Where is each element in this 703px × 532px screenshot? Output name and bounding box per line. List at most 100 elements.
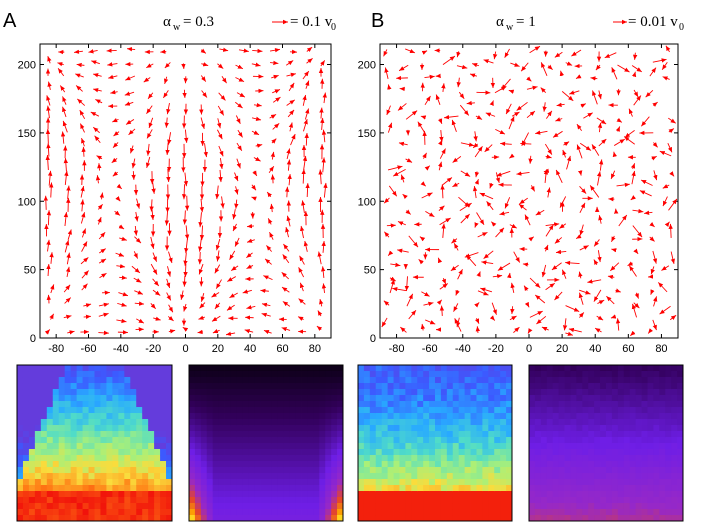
velocity-arrow-a [64,170,69,186]
heatmap-cell [506,377,513,384]
velocity-arrow-b [555,117,563,122]
heatmap-cell [94,491,101,498]
heatmap-cell [671,383,678,390]
heatmap-cell [154,509,161,516]
heatmap-cell [500,419,507,426]
velocity-arrow-b [469,73,477,78]
heatmap-cell [260,473,267,480]
heatmap-cell [17,407,24,414]
heatmap-cell [375,365,383,372]
heatmap-cell [358,413,365,420]
heatmap-cell [82,449,89,456]
heatmap-cell [100,365,107,372]
heatmap-cell [582,455,589,462]
velocity-arrow-b [652,142,658,148]
heatmap-cell [665,473,672,480]
heatmap-cell [22,419,30,426]
heatmap-frame [16,364,173,522]
heatmap-cell [558,491,565,498]
heatmap-cell [653,437,660,444]
heatmap-cell [641,443,648,450]
heatmap-cell [470,437,477,444]
heatmap-cell [136,401,143,408]
velocity-arrow-b [669,171,675,177]
heatmap-cell [452,455,460,462]
heatmap-cell [617,503,625,510]
heatmap-cell [22,425,30,432]
heatmap-cell [200,497,208,504]
velocity-arrow-b [659,305,671,315]
heatmap-cell [130,467,137,474]
heatmap-cell [112,431,119,438]
heatmap-cell [363,383,371,390]
heatmap-cell [313,377,320,384]
heatmap-cell [100,437,107,444]
heatmap-cell [160,461,167,468]
heatmap-cell [440,395,448,402]
heatmap-cell [112,443,119,450]
heatmap-cell [112,485,119,492]
velocity-arrow-a [77,98,86,106]
heatmap-cell [529,497,536,504]
heatmap-cell [500,407,507,414]
heatmap-cell [534,515,542,522]
heatmap-cell [665,491,672,498]
velocity-arrow-a [217,63,224,69]
velocity-arrow-b [668,198,678,211]
heatmap-cell [212,419,220,426]
heatmap-cell [200,401,208,408]
heatmap-cell [236,377,243,384]
heatmap-cell [529,365,536,372]
heatmap-cell [623,407,631,414]
heatmap-cell [58,407,66,414]
velocity-arrow-b [421,50,428,55]
velocity-arrow-b [544,244,549,252]
heatmap-cell [112,383,119,390]
heatmap-cell [34,455,42,462]
heatmap-cell [224,485,231,492]
heatmap-cell [295,491,302,498]
heatmap-cell [423,497,430,504]
velocity-arrow-b [554,291,563,301]
heatmap-cell [482,467,489,474]
heatmap-cell [100,395,107,402]
heatmap-cell [248,389,255,396]
heatmap-cell [659,503,666,510]
velocity-arrow-a [57,62,64,67]
heatmap-cell [194,491,202,498]
velocity-arrow-a [59,85,66,93]
heatmap-cell [130,365,137,372]
heatmap-cell [76,365,83,372]
heatmap-cell [494,425,501,432]
heatmap-cell [136,449,143,456]
heatmap-cell [124,377,131,384]
velocity-arrow-a [98,302,109,307]
heatmap-cell [440,377,448,384]
heatmap-cell [289,449,297,456]
heatmap-cell [564,443,571,450]
y-tick-label-b: 200 [358,60,376,72]
heatmap-cell [218,497,225,504]
heatmap-cell [405,383,412,390]
heatmap-cell [411,455,418,462]
heatmap-cell [606,401,613,408]
heatmap-cell [58,509,66,516]
heatmap-cell [271,401,279,408]
velocity-arrow-a [166,278,171,289]
velocity-arrow-b [653,170,658,181]
heatmap-cell [611,461,619,468]
heatmap-cell [34,467,42,474]
heatmap-cell [76,509,83,516]
heatmap-cell [546,461,554,468]
heatmap-cell [40,449,48,456]
heatmap-cell [289,401,297,408]
velocity-arrow-a [49,252,54,264]
heatmap-cell [534,491,542,498]
heatmap-cell [470,419,477,426]
heatmap-cell [641,395,648,402]
heatmap-cell [375,383,383,390]
velocity-arrow-a [301,200,306,214]
heatmap-cell [671,413,678,420]
velocity-arrow-a [211,315,221,322]
heatmap-cell [100,449,107,456]
